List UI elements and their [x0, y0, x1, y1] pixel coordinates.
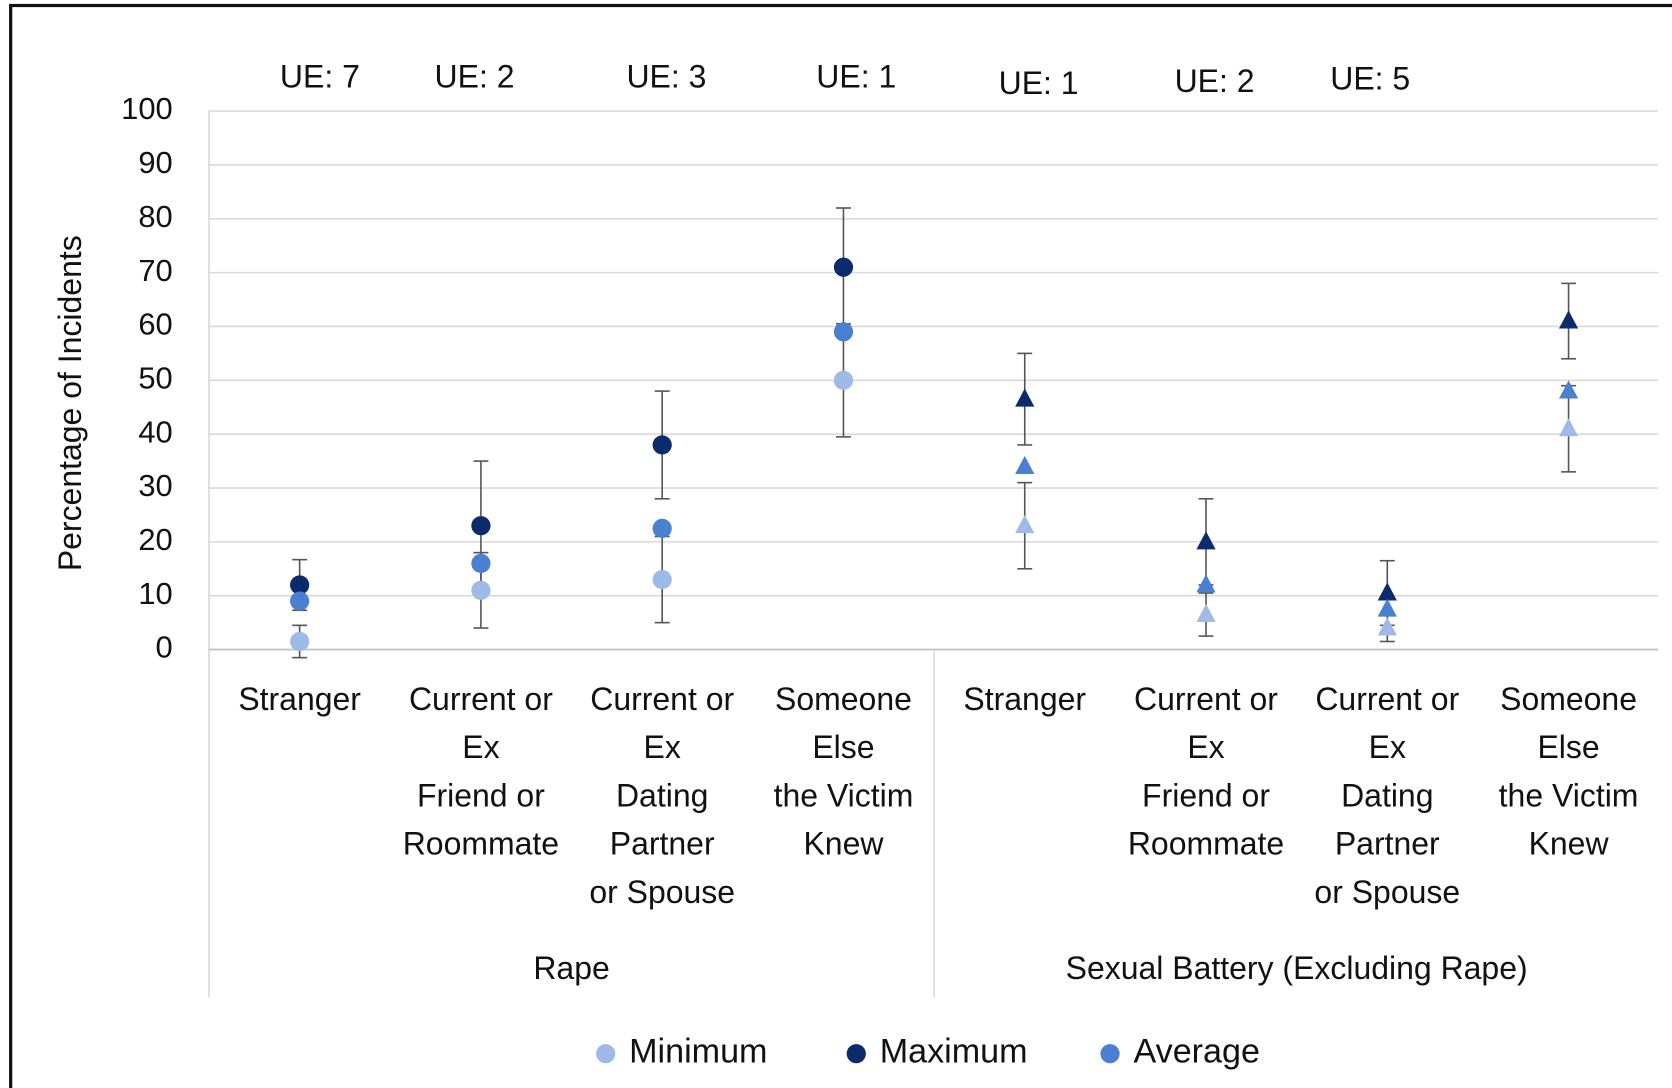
x-tick-label-line: Ex	[1369, 730, 1406, 766]
annotation: UE: 7	[280, 59, 360, 95]
x-tick-label: Current or Ex Friend or Roommate	[403, 681, 559, 862]
marker	[652, 569, 672, 590]
marker	[1015, 515, 1035, 534]
marker	[290, 631, 310, 652]
marker	[471, 516, 491, 536]
x-tick-label: Current or Ex Dating Partner or Spouse	[1314, 681, 1460, 910]
x-tick-label-line: Ex	[462, 730, 499, 766]
x-tick-label-line: Someone	[775, 681, 912, 717]
annotation: UE: 3	[626, 59, 706, 95]
legend-marker	[1100, 1044, 1120, 1064]
x-tick-label-line: Else	[1537, 730, 1599, 766]
x-tick-label-line: Stranger	[963, 681, 1086, 717]
marker	[1196, 603, 1216, 623]
marker	[1377, 617, 1397, 636]
x-tick-label-line: or Spouse	[1314, 874, 1460, 910]
annotation: UE: 1	[816, 59, 896, 95]
x-tick-label-line: Friend or	[417, 778, 545, 814]
marker	[833, 370, 854, 390]
marker	[1377, 598, 1397, 617]
legend-label: Minimum	[629, 1033, 767, 1071]
marker	[1558, 418, 1579, 437]
y-tick-label: 60	[138, 307, 172, 342]
marker	[1558, 380, 1579, 399]
marker	[471, 580, 491, 600]
x-tick-label-line: Current or	[590, 681, 734, 717]
x-tick-label-line: Partner	[1335, 826, 1440, 862]
annotation: UE: 5	[1330, 61, 1410, 97]
legend-label: Maximum	[880, 1033, 1028, 1071]
marker	[1558, 310, 1579, 329]
y-tick-label: 0	[156, 630, 173, 665]
x-tick-label: Stranger	[963, 681, 1086, 717]
marker	[1196, 531, 1216, 550]
legend-label: Average	[1134, 1033, 1260, 1071]
x-tick-label-line: the Victim	[774, 778, 914, 814]
y-tick-label: 50	[138, 360, 172, 395]
x-tick-label-line: Partner	[610, 826, 715, 862]
x-tick-label-line: Current or	[1134, 681, 1278, 717]
group-label: Rape	[533, 950, 609, 986]
y-tick-label: 20	[138, 522, 172, 557]
x-tick-label-line: Dating	[1341, 778, 1433, 814]
x-tick-label: Current or Ex Dating Partner or Spouse	[589, 681, 735, 910]
frame	[9, 3, 1672, 1088]
marker	[1196, 574, 1216, 593]
x-tick-label: Someone Else the Victim Knew	[774, 681, 914, 862]
x-tick-label-line: Knew	[1529, 826, 1610, 862]
marker	[290, 575, 310, 595]
x-tick-label: Stranger	[238, 681, 361, 717]
legend-marker	[596, 1044, 616, 1064]
x-tick-label-line: Someone	[1500, 681, 1637, 717]
marker	[833, 257, 854, 277]
x-tick-label-line: Ex	[1187, 730, 1224, 766]
y-tick-label: 80	[138, 199, 172, 234]
x-tick-label-line: the Victim	[1499, 778, 1639, 814]
x-tick-label-line: Current or	[1315, 681, 1459, 717]
x-tick-label-line: Roommate	[1128, 826, 1284, 862]
annotation: UE: 2	[1175, 63, 1255, 99]
x-tick-label-line: Knew	[803, 826, 884, 862]
x-tick-label-line: Else	[812, 730, 874, 766]
y-tick-label: 10	[138, 576, 172, 611]
x-tick-label-line: Current or	[409, 681, 553, 717]
marker	[1015, 455, 1035, 474]
x-tick-label: Someone Else the Victim Knew	[1499, 681, 1639, 862]
y-tick-label: 30	[138, 468, 172, 503]
x-tick-label-line: Friend or	[1142, 778, 1270, 814]
x-tick-label-line: or Spouse	[589, 874, 735, 910]
marker	[833, 322, 854, 342]
annotation: UE: 1	[999, 65, 1079, 101]
marker	[652, 435, 672, 455]
annotation: UE: 2	[435, 59, 515, 95]
legend-marker	[846, 1044, 866, 1064]
y-tick-label: 40	[138, 414, 172, 449]
marker	[1015, 388, 1035, 407]
x-tick-label-line: Roommate	[403, 826, 559, 862]
x-tick-label-line: Dating	[616, 778, 708, 814]
y-tick-label: 70	[138, 253, 172, 288]
group-label: Sexual Battery (Excluding Rape)	[1066, 950, 1528, 986]
y-tick-label: 90	[138, 145, 172, 180]
x-tick-label-line: Ex	[644, 730, 681, 766]
y-axis-title: Percentage of Incidents	[52, 235, 88, 571]
y-tick-label: 100	[121, 91, 173, 126]
x-tick-label-line: Stranger	[238, 681, 361, 717]
marker	[290, 591, 310, 611]
marker	[471, 553, 491, 574]
x-tick-label: Current or Ex Friend or Roommate	[1128, 681, 1284, 862]
marker	[1377, 582, 1397, 601]
marker	[652, 518, 672, 539]
